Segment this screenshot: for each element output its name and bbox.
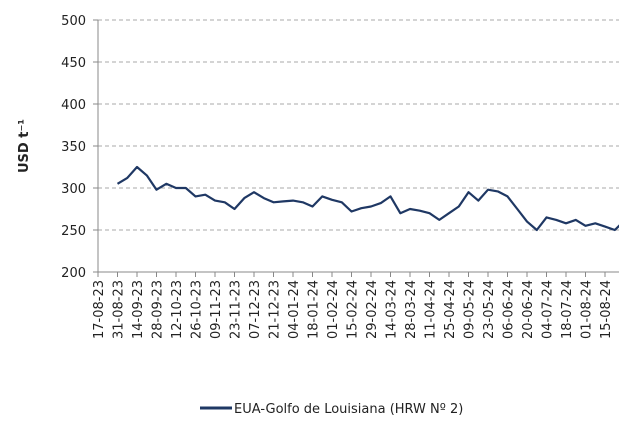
x-tick-label: 11-04-24 <box>424 280 439 339</box>
x-tick-label: 25-04-24 <box>443 280 458 339</box>
x-tick-label: 17-08-23 <box>92 280 107 339</box>
x-tick-label: 01-02-24 <box>326 280 341 339</box>
x-tick-label: 23-05-24 <box>482 280 497 339</box>
y-tick-label: 300 <box>61 182 86 197</box>
legend-label: EUA-Golfo de Louisiana (HRW Nº 2) <box>234 402 463 417</box>
y-tick-label: 350 <box>61 140 86 155</box>
y-tick-label: 250 <box>61 224 86 239</box>
x-tick-label: 09-05-24 <box>463 280 478 339</box>
x-tick-label: 28-09-23 <box>151 280 166 339</box>
x-tick-label: 28-03-24 <box>404 280 419 339</box>
x-tick-label: 29-02-24 <box>365 280 380 339</box>
x-tick-label: 21-12-23 <box>268 280 283 339</box>
x-tick-label: 01-08-24 <box>580 280 595 339</box>
y-axis-label: USD t⁻¹ <box>17 119 32 173</box>
y-tick-label: 200 <box>61 266 86 281</box>
x-tick-label: 04-07-24 <box>541 280 556 339</box>
x-tick-label: 06-06-24 <box>502 280 517 339</box>
x-tick-label: 26-10-23 <box>190 280 205 339</box>
data-line <box>116 165 619 232</box>
x-tick-label: 04-01-24 <box>287 280 302 339</box>
x-tick-label: 14-09-23 <box>131 280 146 339</box>
y-tick-label: 400 <box>61 98 86 113</box>
x-tick-label: 14-03-24 <box>385 280 400 339</box>
x-tick-label: 18-07-24 <box>560 280 575 339</box>
y-tick-label: 500 <box>61 14 86 29</box>
y-tick-label: 450 <box>61 56 86 71</box>
x-tick-label: 15-02-24 <box>346 280 361 339</box>
x-tick-label: 09-11-23 <box>209 280 224 339</box>
x-tick-label: 12-10-23 <box>170 280 185 339</box>
x-tick-label: 23-11-23 <box>229 280 244 339</box>
x-tick-label: 20-06-24 <box>521 280 536 339</box>
x-tick-label: 07-12-23 <box>248 280 263 339</box>
x-tick-label: 15-08-24 <box>599 280 614 339</box>
x-tick-label: 31-08-23 <box>112 280 127 339</box>
x-tick-label: 18-01-24 <box>307 280 322 339</box>
